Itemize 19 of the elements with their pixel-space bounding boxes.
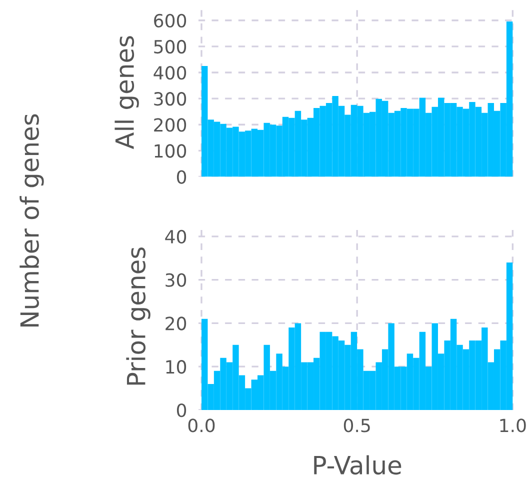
y-tick-label: 10	[166, 360, 186, 374]
y-tick-label: 20	[166, 316, 186, 330]
y-axis-title: Prior genes	[126, 247, 150, 385]
y-tick-label: 300	[154, 92, 186, 106]
x-tick-label: 0.0	[188, 418, 215, 432]
y-tick-label: 40	[165, 230, 186, 244]
y-tick-label: 500	[154, 40, 186, 54]
y-tick-label: 0	[176, 170, 186, 184]
x-tick-label: 1.0	[500, 418, 526, 432]
x-axis-title: P-Value	[314, 455, 402, 475]
y-tick-label: 100	[154, 144, 186, 158]
y-tick-label: 30	[166, 273, 186, 287]
x-tick-label: 0.5	[344, 418, 370, 432]
y-tick-label: 600	[154, 14, 186, 28]
y-tick-label: 200	[154, 118, 186, 132]
y-tick-label: 0	[176, 403, 186, 418]
y-axis-title: All genes	[114, 36, 139, 150]
text: Number of genes	[20, 114, 44, 326]
y-tick-label: 400	[154, 66, 186, 80]
